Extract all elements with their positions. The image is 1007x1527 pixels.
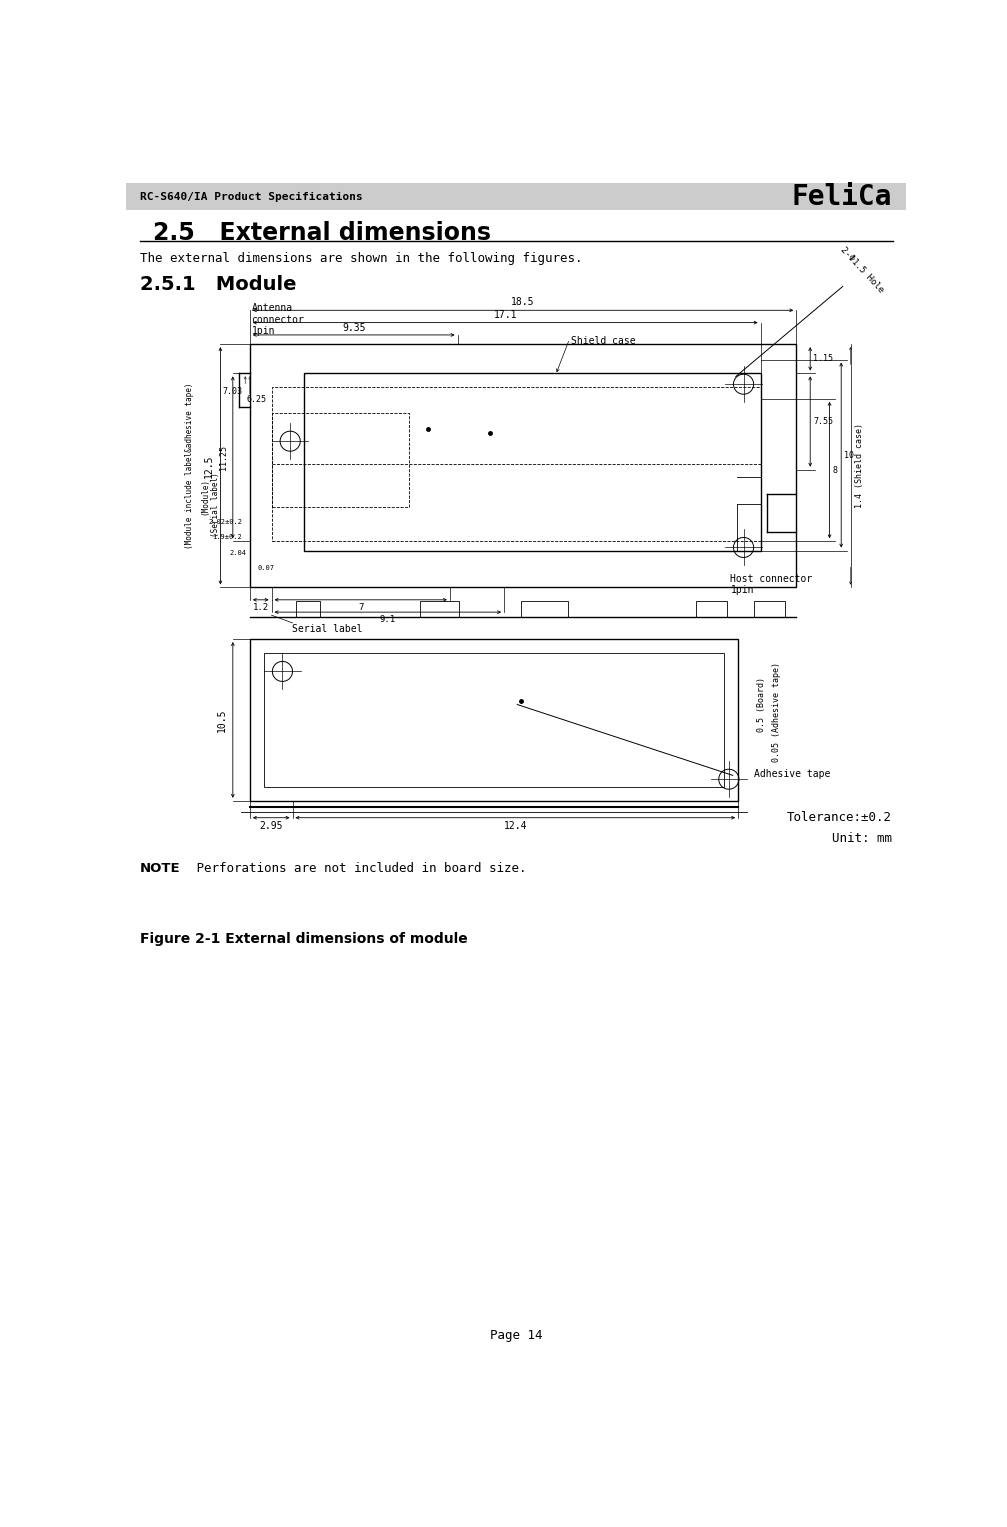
- Bar: [250, 344, 797, 588]
- Text: 0.5 (Board): 0.5 (Board): [757, 676, 766, 731]
- Text: (Module): (Module): [200, 478, 209, 515]
- Text: Perforations are not included in board size.: Perforations are not included in board s…: [174, 863, 527, 875]
- Text: 1.9±0.2: 1.9±0.2: [212, 534, 242, 541]
- Bar: [272, 388, 760, 541]
- Text: 1.15: 1.15: [814, 354, 834, 363]
- Text: (Serial label): (Serial label): [211, 472, 221, 536]
- Text: 10: 10: [844, 450, 854, 460]
- Text: FeliCa: FeliCa: [792, 183, 891, 211]
- Text: 7.03: 7.03: [223, 388, 242, 397]
- Text: Adhesive tape: Adhesive tape: [753, 768, 830, 779]
- Text: 2.5   External dimensions: 2.5 External dimensions: [153, 221, 491, 244]
- Text: 9.35: 9.35: [342, 322, 366, 333]
- Text: 0.07: 0.07: [258, 565, 275, 571]
- Text: Page 14: Page 14: [489, 1328, 543, 1342]
- Text: 1.4 (Shield case): 1.4 (Shield case): [855, 423, 864, 508]
- Bar: [250, 640, 738, 800]
- Text: 9.1: 9.1: [380, 615, 396, 625]
- Text: NOTE: NOTE: [140, 863, 180, 875]
- Text: Host connector
1pin: Host connector 1pin: [730, 574, 813, 596]
- Text: 2.04: 2.04: [229, 550, 246, 556]
- Text: The external dimensions are shown in the following figures.: The external dimensions are shown in the…: [140, 252, 582, 264]
- Text: (Module include label&adhesive tape): (Module include label&adhesive tape): [185, 383, 194, 550]
- Text: 7: 7: [358, 603, 364, 612]
- Bar: [420, 602, 459, 617]
- Text: 12.4: 12.4: [504, 822, 527, 831]
- Text: 2.02±0.2: 2.02±0.2: [208, 519, 242, 525]
- Text: Figure 2-1 External dimensions of module: Figure 2-1 External dimensions of module: [140, 931, 467, 945]
- Text: 11.25: 11.25: [220, 444, 229, 470]
- Bar: [272, 414, 409, 507]
- Text: 10.5: 10.5: [217, 709, 227, 731]
- Text: 0.05 (Adhesive tape): 0.05 (Adhesive tape): [772, 663, 781, 762]
- Text: 1.2: 1.2: [253, 603, 269, 612]
- Bar: [296, 602, 319, 617]
- Bar: [264, 654, 724, 786]
- Text: 6.25: 6.25: [247, 395, 267, 405]
- Text: Serial label: Serial label: [292, 625, 363, 634]
- Text: 2.95: 2.95: [260, 822, 283, 831]
- Text: 8: 8: [833, 466, 838, 475]
- Text: 18.5: 18.5: [512, 298, 535, 307]
- Text: Tolerance:±0.2: Tolerance:±0.2: [786, 811, 891, 823]
- Text: 17.1: 17.1: [493, 310, 517, 321]
- Bar: [522, 602, 568, 617]
- Text: RC-S640/IA Product Specifications: RC-S640/IA Product Specifications: [140, 192, 363, 202]
- Text: Shield case: Shield case: [571, 336, 635, 347]
- Text: Antenna
connector
1pin: Antenna connector 1pin: [252, 304, 304, 336]
- Bar: [696, 602, 726, 617]
- Text: 12.5: 12.5: [204, 454, 214, 478]
- Text: 2.5.1   Module: 2.5.1 Module: [140, 275, 296, 293]
- Text: 2-Φ1.5 Hole: 2-Φ1.5 Hole: [839, 244, 886, 295]
- Bar: [304, 374, 760, 551]
- Text: 7.55: 7.55: [814, 417, 834, 426]
- Bar: [126, 183, 906, 211]
- Bar: [753, 602, 784, 617]
- Text: Unit: mm: Unit: mm: [832, 832, 891, 844]
